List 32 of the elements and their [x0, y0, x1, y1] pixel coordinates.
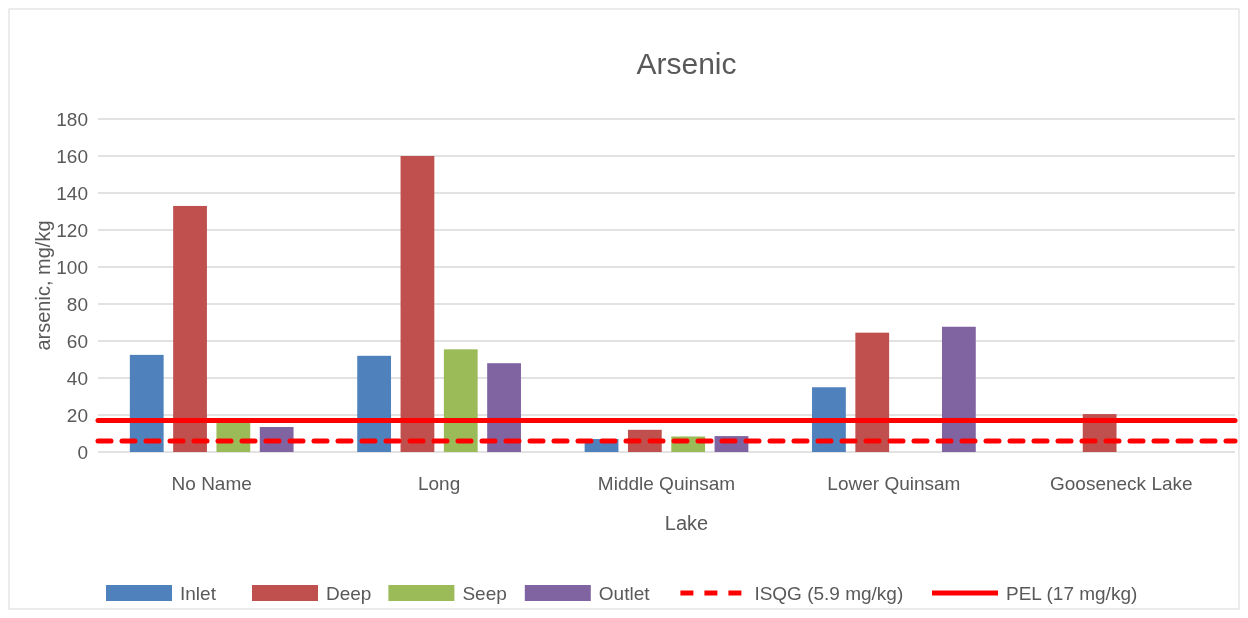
y-tick-label: 40 [66, 368, 88, 389]
y-tick-label: 140 [56, 183, 88, 204]
y-tick-label: 180 [56, 109, 88, 130]
bar [941, 326, 976, 452]
y-tick-label: 160 [56, 146, 88, 167]
bar [443, 349, 478, 452]
x-tick-label: Gooseneck Lake [1050, 473, 1193, 494]
legend-label: Deep [326, 583, 372, 604]
y-tick-label: 100 [56, 257, 88, 278]
x-axis-title: Lake [664, 512, 709, 534]
bar [173, 205, 207, 452]
x-tick-label: No Name [171, 473, 252, 494]
x-tick-label: Long [417, 473, 461, 494]
legend-label: Inlet [180, 583, 217, 604]
x-tick-label: Lower Quinsam [827, 473, 961, 494]
legend-label: Seep [462, 583, 507, 604]
y-tick-label: 0 [77, 442, 88, 463]
y-tick-label: 80 [66, 294, 88, 315]
chart-title: Arsenic [636, 47, 737, 80]
bar [357, 355, 392, 452]
y-tick-label: 120 [56, 220, 88, 241]
legend-label: ISQG (5.9 mg/kg) [754, 583, 904, 604]
y-axis-title: arsenic, mg/kg [32, 220, 54, 351]
legend-label: Outlet [598, 583, 651, 604]
bar [400, 156, 435, 452]
bar [487, 363, 521, 452]
legend-label: PEL (17 mg/kg) [1006, 583, 1138, 604]
bar [855, 332, 890, 452]
y-tick-label: 20 [66, 405, 88, 426]
y-tick-label: 60 [66, 331, 88, 352]
x-tick-label: Middle Quinsam [597, 473, 736, 494]
bar [129, 354, 164, 452]
